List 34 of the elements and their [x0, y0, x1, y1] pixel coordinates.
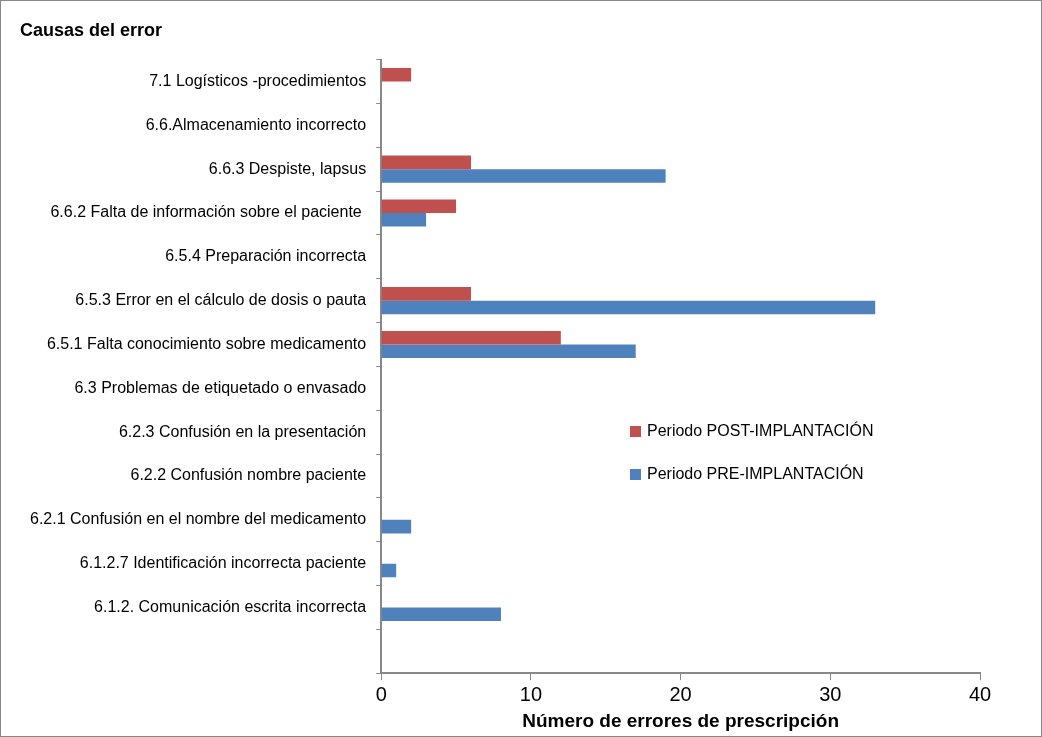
legend-label: Periodo POST-IMPLANTACIÓN [647, 422, 874, 440]
x-tick-label: 0 [375, 682, 387, 705]
legend-label: Periodo PRE-IMPLANTACIÓN [647, 465, 864, 483]
bar [381, 344, 636, 359]
y-tick-label: 6.5.4 Preparación incorrecta [165, 247, 367, 265]
y-tick-label: 6.6.Almacenamiento incorrecto [145, 115, 367, 133]
bar [381, 213, 427, 227]
bar [381, 155, 472, 170]
x-tick-label: 20 [669, 682, 692, 705]
bar [381, 300, 876, 315]
y-tick-label: 6.5.1 Falta conocimiento sobre medicamento [46, 334, 367, 352]
x-tick-label: 30 [819, 682, 842, 705]
y-tick-label: 7.1 Logísticos -procedimientos [149, 71, 367, 89]
x-tick-label: 10 [519, 682, 543, 705]
y-tick-label: 6.2.3 Confusión en la presentación [118, 422, 367, 440]
y-tick-label: 6.6.2 Falta de información sobre el paciente [50, 203, 367, 221]
y-tick-label: 6.6.3 Despiste, lapsus [208, 159, 367, 177]
bar [381, 287, 472, 301]
y-tick-label: 6.1.2.7 Identificación incorrecta paciente [79, 554, 367, 572]
bar [381, 519, 412, 534]
bar [381, 199, 457, 213]
bar [381, 169, 666, 183]
bar [381, 67, 412, 82]
y-tick-label: 6.1.2. Comunicación escrita incorrecta [94, 597, 367, 615]
bar [381, 607, 501, 622]
bar [381, 563, 397, 578]
x-tick-label: 40 [968, 682, 992, 705]
y-tick-label: 6.3 Problemas de etiquetado o envasado [74, 378, 367, 396]
text: Causas del error [20, 19, 163, 40]
y-tick-label: 6.2.2 Confusión nombre paciente [130, 466, 367, 484]
y-tick-label: 6.5.3 Error en el cálculo de dosis o pauta [75, 291, 367, 309]
y-tick-label: 6.2.1 Confusión en el nombre del medicamento [30, 510, 367, 528]
x-axis-title: Número de errores de prescripción [522, 709, 839, 731]
bar [381, 330, 561, 345]
